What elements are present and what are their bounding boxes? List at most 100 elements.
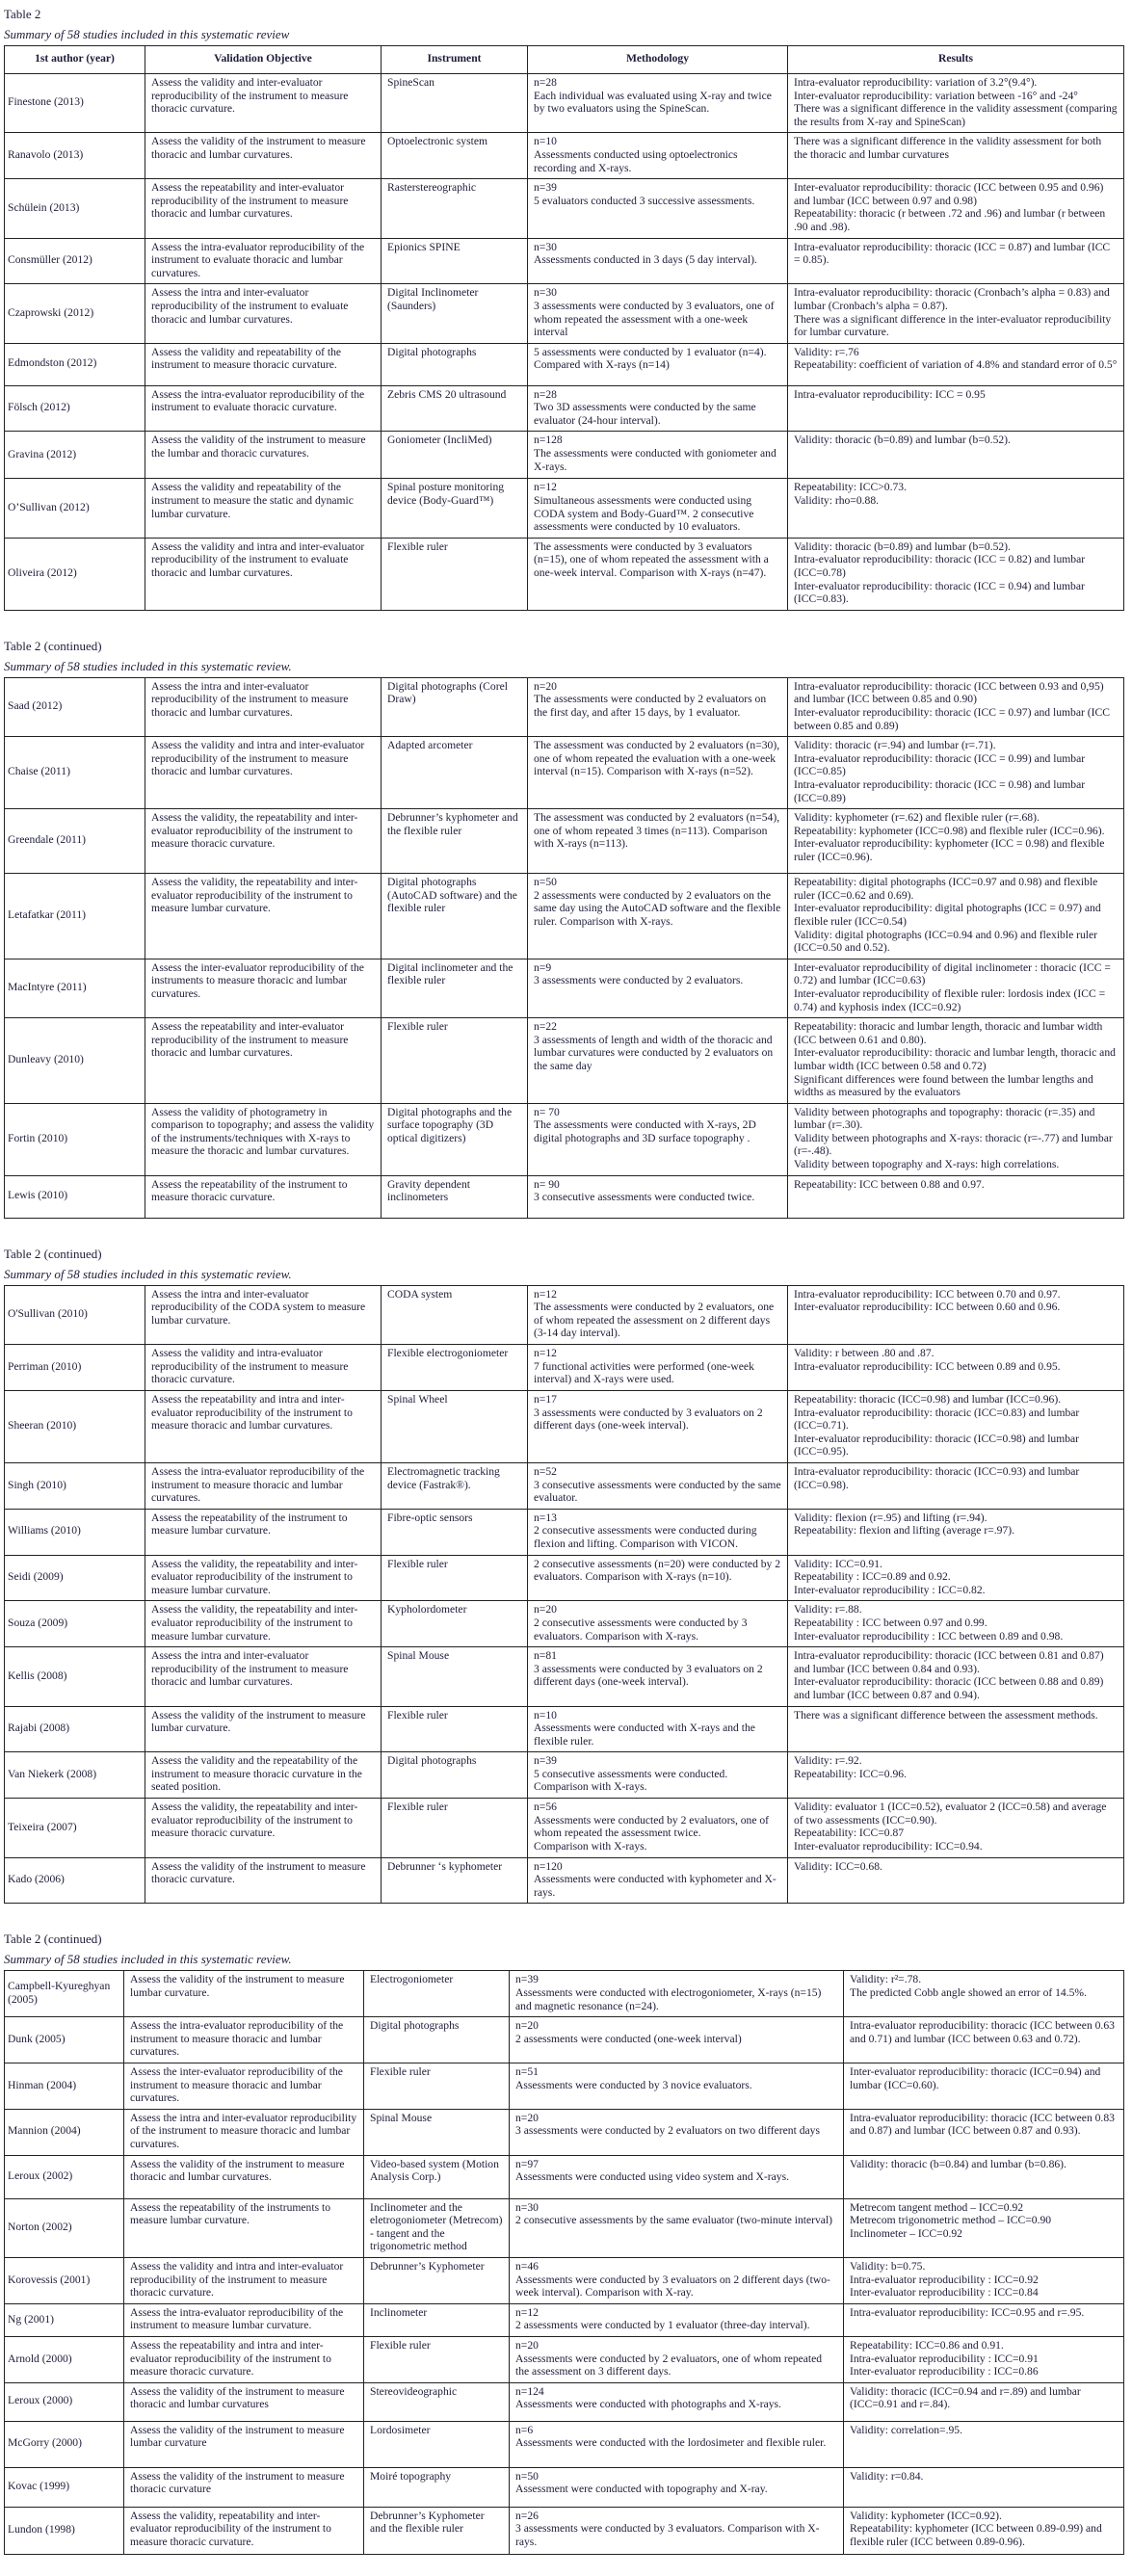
table-block: Table 2 (continued) Summary of 58 studies…	[0, 1240, 1132, 1905]
methodology-line: n=51	[515, 2065, 539, 2078]
methodology-cell: n=56 Assessments were conducted by 2 eval…	[527, 1798, 788, 1858]
author-cell: MacIntyre (2011)	[4, 958, 145, 1019]
methodology-line: n=10	[534, 135, 557, 148]
objective-cell: Assess the intra and inter-evaluator rep…	[123, 2108, 364, 2156]
results-cell: Repeatability: digital photographs (ICC=…	[787, 873, 1124, 959]
table-row: Lewis (2010) Assess the repeatability of …	[4, 1174, 1124, 1219]
author-cell: Edmondston (2012)	[4, 342, 145, 386]
results-line: Validity: ICC=0.91.	[794, 1557, 882, 1570]
methodology-cell: n=20 2 consecutive assessments were condu…	[527, 1600, 788, 1648]
table-row: McGorry (2000) Assess the validity of the…	[4, 2420, 1124, 2468]
instrument-cell: Spinal posture monitoring device (Body-G…	[381, 478, 528, 539]
results-line: Validity: r²=.78.	[850, 1973, 922, 1986]
methodology-line: n=39	[534, 1754, 557, 1768]
results-line: Validity between photographs and X-rays:…	[794, 1131, 1113, 1158]
methodology-cell: n=46 Assessments were conducted by 3 eval…	[509, 2256, 844, 2304]
column-header-objective: Validation Objective	[145, 45, 382, 74]
instrument-cell: Flexible ruler	[363, 2335, 510, 2383]
author-cell: Ng (2001)	[4, 2302, 124, 2337]
methodology-cell: n=26 3 assessments were conducted by 3 ev…	[509, 2506, 844, 2555]
results-line: Repeatability: kyphometer (ICC between 0…	[850, 2522, 1102, 2548]
objective-cell: Assess the intra-evaluator reproducibili…	[145, 384, 382, 433]
results-cell: Inter-evaluator reproducibility: thoraci…	[843, 2063, 1124, 2110]
instrument-cell: Optoelectronic system	[381, 132, 528, 180]
methodology-line: 3 consecutive assessments were conducted…	[534, 1191, 755, 1204]
author-cell: Consmüller (2012)	[4, 237, 145, 285]
table-row: Van Niekerk (2008) Assess the validity an…	[4, 1751, 1124, 1800]
table-row: Letafatkar (2011) Assess the validity, th…	[4, 873, 1124, 959]
results-line: Intra-evaluator reproducibility: thoraci…	[794, 679, 1104, 706]
author-cell: Lewis (2010)	[4, 1174, 145, 1219]
methodology-line: n= 70	[534, 1105, 560, 1118]
results-line: There was a significant difference in th…	[794, 135, 1102, 161]
table-caption: Summary of 58 studies included in this s…	[4, 1266, 292, 1281]
results-cell: Validity: kyphometer (ICC=0.92). Repeatab…	[843, 2506, 1124, 2555]
table-row: Mannion (2004) Assess the intra and inter…	[4, 2108, 1124, 2156]
table-row: Gravina (2012) Assess the validity of the…	[4, 431, 1124, 480]
methodology-cell: 2 consecutive assessments (n=20) were co…	[527, 1554, 788, 1602]
methodology-line: Comparison with X-rays.	[534, 1840, 647, 1853]
methodology-cell: n= 90 3 consecutive assessments were cond…	[527, 1174, 788, 1219]
results-cell: Validity: r=.88. Repeatability : ICC betw…	[787, 1600, 1124, 1648]
results-cell: Validity: r=.76 Repeatability: coefficien…	[787, 342, 1124, 386]
methodology-line: n=6	[515, 2423, 534, 2436]
author-cell: Kellis (2008)	[4, 1646, 145, 1707]
column-header-results: Results	[787, 45, 1124, 74]
author-cell: Souza (2009)	[4, 1600, 145, 1648]
author-cell: Lundon (1998)	[4, 2506, 124, 2555]
results-line: Validity: flexion (r=.95) and lifting (r…	[794, 1511, 987, 1524]
objective-cell: Assess the validity of the instrument to…	[123, 2154, 364, 2199]
methodology-line: 2 consecutive assessments were conducted…	[534, 1616, 748, 1643]
table-row: Kovac (1999) Assess the validity of the i…	[4, 2466, 1124, 2508]
author-cell: McGorry (2000)	[4, 2420, 124, 2468]
instrument-cell: Inclinometer	[363, 2302, 510, 2337]
objective-cell: Assess the intra-evaluator reproducibili…	[123, 2302, 364, 2337]
instrument-cell: Flexible ruler	[381, 537, 528, 611]
instrument-cell: Debrunner ‘s kyphometer	[381, 1856, 528, 1905]
results-cell: Validity: r=0.84.	[843, 2466, 1124, 2508]
objective-cell: Assess the inter-evaluator reproducibili…	[123, 2063, 364, 2110]
results-cell: Repeatability: thoracic (ICC=0.98) and l…	[787, 1390, 1124, 1463]
author-cell: Saad (2012)	[4, 676, 145, 738]
table-row: Edmondston (2012) Assess the validity and…	[4, 342, 1124, 386]
instrument-cell: Spinal Wheel	[381, 1390, 528, 1463]
methodology-line: n=39	[534, 181, 557, 195]
methodology-line: n=50	[515, 2469, 539, 2483]
results-line: There was a significant difference in th…	[794, 102, 1118, 128]
methodology-line: n=30	[534, 286, 557, 300]
results-cell: Validity: thoracic (b=0.89) and lumbar (…	[787, 537, 1124, 611]
objective-cell: Assess the intra-evaluator reproducibili…	[145, 237, 382, 285]
methodology-cell: n=128 The assessments were conducted with…	[527, 431, 788, 480]
methodology-cell: n=50 2 assessments were conducted by 2 ev…	[527, 873, 788, 959]
table-row: O’Sullivan (2012) Assess the validity and…	[4, 478, 1124, 539]
table-row: Williams (2010) Assess the repeatability …	[4, 1508, 1124, 1556]
column-header-instrument: Instrument	[381, 45, 528, 74]
methodology-line: n=120	[534, 1859, 563, 1873]
methodology-cell: n= 70 The assessments were conducted with…	[527, 1102, 788, 1176]
results-cell: Intra-evaluator reproducibility: ICC bet…	[787, 1284, 1124, 1346]
methodology-line: n=81	[534, 1649, 557, 1663]
table-row: Ng (2001) Assess the intra-evaluator repr…	[4, 2302, 1124, 2337]
results-cell: Inter-evaluator reproducibility of digit…	[787, 958, 1124, 1019]
methodology-line: Assessments were conducted by 3 evaluato…	[515, 2273, 830, 2300]
methodology-line: 5 assessments were conducted by 1 evalua…	[534, 345, 767, 372]
methodology-line: 2 consecutive assessments (n=20) were co…	[534, 1557, 781, 1584]
methodology-line: 3 assessments were conducted by 3 evalua…	[534, 299, 775, 339]
methodology-line: n=12	[534, 1347, 557, 1360]
author-cell: Finestone (2013)	[4, 72, 145, 134]
results-cell: Intra-evaluator reproducibility: variati…	[787, 72, 1124, 134]
author-cell: Williams (2010)	[4, 1508, 145, 1556]
methodology-cell: n=10 Assessments conducted using optoelec…	[527, 132, 788, 180]
results-cell: Validity: thoracic (ICC=0.94 and r=.89) …	[843, 2381, 1124, 2422]
table-row: Kado (2006) Assess the validity of the in…	[4, 1856, 1124, 1905]
methodology-cell: n=39 Assessments were conducted with elec…	[509, 1970, 844, 2018]
objective-cell: Assess the intra and inter-evaluator rep…	[145, 676, 382, 738]
instrument-cell: CODA system	[381, 1284, 528, 1346]
results-line: Validity: r=.76	[794, 345, 859, 358]
methodology-cell: n=124 Assessments were conducted with pho…	[509, 2381, 844, 2422]
methodology-line: Simultaneous assessments were conducted …	[534, 494, 754, 534]
results-cell: There was a significant difference in th…	[787, 132, 1124, 180]
methodology-line: The assessments were conducted by 2 eval…	[534, 693, 767, 719]
results-cell: Intra-evaluator reproducibility: thoraci…	[787, 283, 1124, 344]
instrument-cell: Debrunner’s Kyphometer and the flexible …	[363, 2506, 510, 2555]
